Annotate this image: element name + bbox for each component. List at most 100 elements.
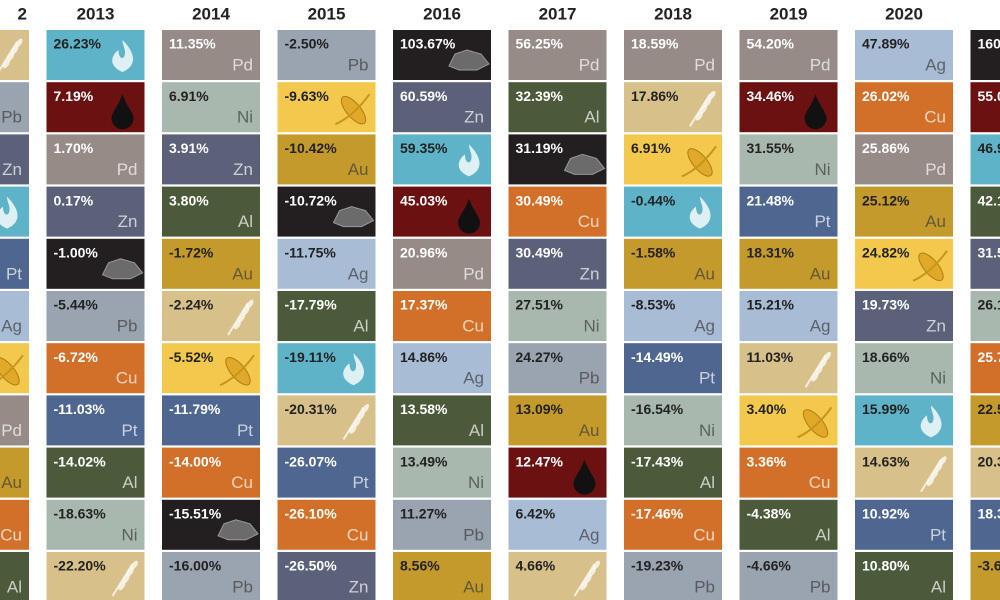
return-value: 25.12%	[862, 192, 910, 208]
cell-background	[46, 343, 145, 394]
commodity-cell: -14.00% Cu	[162, 447, 260, 498]
cell-background	[0, 291, 29, 341]
icon-wheat-grain	[592, 560, 601, 570]
cell-background	[970, 395, 1000, 446]
cell-background	[0, 499, 29, 550]
year-header: 2020	[885, 4, 923, 23]
return-value: -1.58%	[631, 245, 676, 261]
cell-background	[46, 186, 145, 237]
return-value: 3.80%	[169, 192, 209, 208]
icon-wheat-grain	[695, 111, 703, 121]
commodity-cell: 15.21% Ag	[739, 291, 838, 341]
element-symbol: Pd	[117, 160, 138, 179]
icon-wheat-grain	[130, 560, 139, 570]
icon-wheat-grain	[708, 90, 716, 100]
cell-background	[162, 238, 260, 289]
element-symbol: Pb	[348, 55, 369, 74]
commodity-cell: 6.42% Ag	[508, 499, 607, 550]
commodity-cell: 27.51% Ni	[508, 291, 607, 341]
icon-coal	[332, 206, 375, 228]
year-header: 2013	[77, 4, 115, 23]
commodity-cell: 11.03%	[739, 343, 838, 394]
commodity-cell: 14.86% Ag	[393, 343, 491, 394]
return-value: 21.48%	[747, 192, 795, 208]
element-symbol: Pd	[925, 160, 946, 179]
icon-wheat-grain	[700, 104, 708, 114]
commodity-cell: 26.02% Cu	[855, 82, 953, 133]
cell-background	[46, 134, 145, 185]
commodity-cell: 26.23%	[46, 30, 145, 80]
commodity-cell: 4.66%	[508, 552, 607, 600]
element-symbol: Pt	[699, 369, 715, 388]
cell-background	[46, 395, 145, 446]
element-symbol: Zn	[349, 577, 369, 596]
element-symbol: Pb	[579, 369, 600, 388]
cell-background	[855, 343, 953, 394]
cell-background	[277, 238, 376, 289]
element-symbol: Ni	[814, 160, 830, 179]
cell-background	[970, 552, 1000, 600]
element-symbol: Cu	[116, 369, 138, 388]
return-value: 11.27%	[400, 506, 447, 522]
return-value: -19.11%	[285, 349, 337, 365]
return-value: 0.17%	[54, 192, 94, 208]
cell-background	[508, 186, 607, 237]
return-value: -3.6	[978, 558, 1000, 574]
icon-wheat-grain	[704, 97, 712, 107]
commodity-cell: -14.49% Pt	[624, 343, 722, 394]
commodity-cell: -1.00%	[46, 238, 145, 289]
cell-background	[46, 499, 145, 550]
cell-background	[624, 552, 722, 600]
icon-wheat-stalk	[920, 459, 942, 493]
commodity-cell: -11.75% Ag	[277, 238, 376, 289]
return-value: -2.24%	[169, 297, 214, 313]
element-symbol: Al	[584, 108, 599, 127]
return-value: -1.00%	[54, 245, 99, 261]
cell-background	[508, 291, 607, 341]
element-symbol: Al	[7, 577, 22, 596]
return-value: -9.63%	[285, 88, 330, 104]
return-value: -4.66%	[747, 558, 792, 574]
cell-background	[739, 238, 838, 289]
commodity-cell: 13.58% Al	[393, 395, 491, 446]
element-symbol: Pb	[694, 577, 715, 596]
return-value: -5.52%	[169, 349, 214, 365]
commodity-cell: 3.36% Cu	[739, 447, 838, 498]
commodity-cell: 6.91% Ni	[162, 82, 260, 133]
year-column: 2018 18.59% Pd 17.86% 6.91% -0.44% -1.58% Au -8.…	[624, 4, 722, 600]
icon-corn-leaf	[681, 145, 717, 178]
icon-drop	[573, 459, 596, 495]
element-symbol: Ni	[468, 473, 484, 492]
icon-flame	[689, 196, 711, 229]
year-column: 2020 47.89% Ag 26.02% Cu 25.86% Pd 25.12% Au 24.8…	[855, 4, 953, 600]
return-value: 6.42%	[516, 506, 556, 522]
return-value: -14.00%	[169, 453, 222, 469]
return-value: 55.0	[978, 88, 1000, 104]
element-symbol: Ni	[121, 525, 137, 544]
element-symbol: Pb	[810, 577, 831, 596]
commodity-cell: 20.96% Pd	[393, 238, 491, 289]
return-value: 56.25%	[516, 36, 564, 52]
cell-background	[855, 82, 953, 133]
return-value: 6.91%	[631, 140, 671, 156]
cell-background	[970, 499, 1000, 550]
commodity-cell: 17.37% Cu	[393, 291, 491, 341]
cell-background	[162, 447, 260, 498]
element-symbol: Ag	[925, 55, 946, 74]
icon-wheat-grain	[246, 299, 254, 309]
cell-background	[970, 447, 1000, 498]
element-symbol: Cu	[0, 525, 22, 544]
icon-corn-leaf	[797, 406, 833, 439]
return-value: 160	[978, 36, 1000, 52]
commodity-cell: 11.27% Pb	[393, 499, 491, 550]
return-value: 27.51%	[516, 297, 564, 313]
cell-background	[393, 82, 491, 133]
icon-wheat-grain	[2, 59, 10, 69]
return-value: 30.49%	[516, 245, 564, 261]
element-symbol: Zn	[233, 160, 253, 179]
commodity-cell: -4.66% Pb	[739, 552, 838, 600]
commodity-cell: 18.3	[970, 499, 1000, 550]
return-value: 17.86%	[631, 88, 679, 104]
icon-wheat-grain	[242, 306, 250, 316]
commodity-cell: 54.20% Pd	[739, 30, 838, 80]
